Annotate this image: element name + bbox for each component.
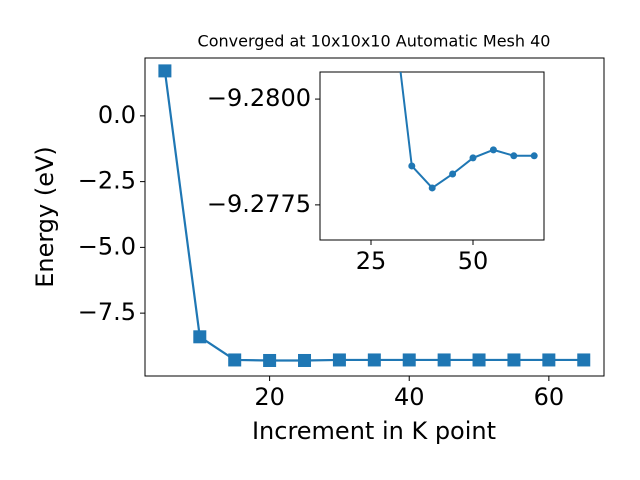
marker [263, 353, 277, 367]
y-tick-label: −2.5 [78, 167, 136, 195]
marker [449, 170, 457, 178]
marker [228, 353, 242, 367]
x-tick-label: 20 [254, 383, 285, 411]
marker [507, 353, 521, 367]
x-tick-label: 40 [394, 383, 425, 411]
y-tick-label: 0.0 [98, 101, 136, 129]
x-tick-label: 60 [534, 383, 565, 411]
marker [469, 154, 477, 162]
x-tick-label: 25 [356, 247, 387, 275]
plot-frame [319, 71, 545, 241]
series-line [399, 72, 535, 190]
y-tick-label: −9.2800 [207, 84, 311, 112]
marker [530, 152, 538, 160]
marker [367, 353, 381, 367]
marker [510, 152, 518, 160]
y-tick-label: −9.2775 [207, 190, 311, 218]
marker [402, 353, 416, 367]
y-tick-label: −7.5 [78, 298, 136, 326]
marker [158, 64, 172, 78]
marker [408, 162, 416, 170]
marker [577, 353, 591, 367]
marker [472, 353, 486, 367]
marker [298, 353, 312, 367]
x-axis-label: Increment in K point [252, 417, 496, 445]
marker [332, 353, 346, 367]
y-axis-label: Energy (eV) [31, 146, 59, 288]
y-tick-label: −5.0 [78, 232, 136, 260]
x-tick-label: 50 [458, 247, 489, 275]
marker [193, 330, 207, 344]
marker [489, 146, 497, 154]
chart-title: Converged at 10x10x10 Automatic Mesh 40 [198, 32, 551, 51]
marker [428, 184, 436, 192]
marker [437, 353, 451, 367]
marker [542, 353, 556, 367]
